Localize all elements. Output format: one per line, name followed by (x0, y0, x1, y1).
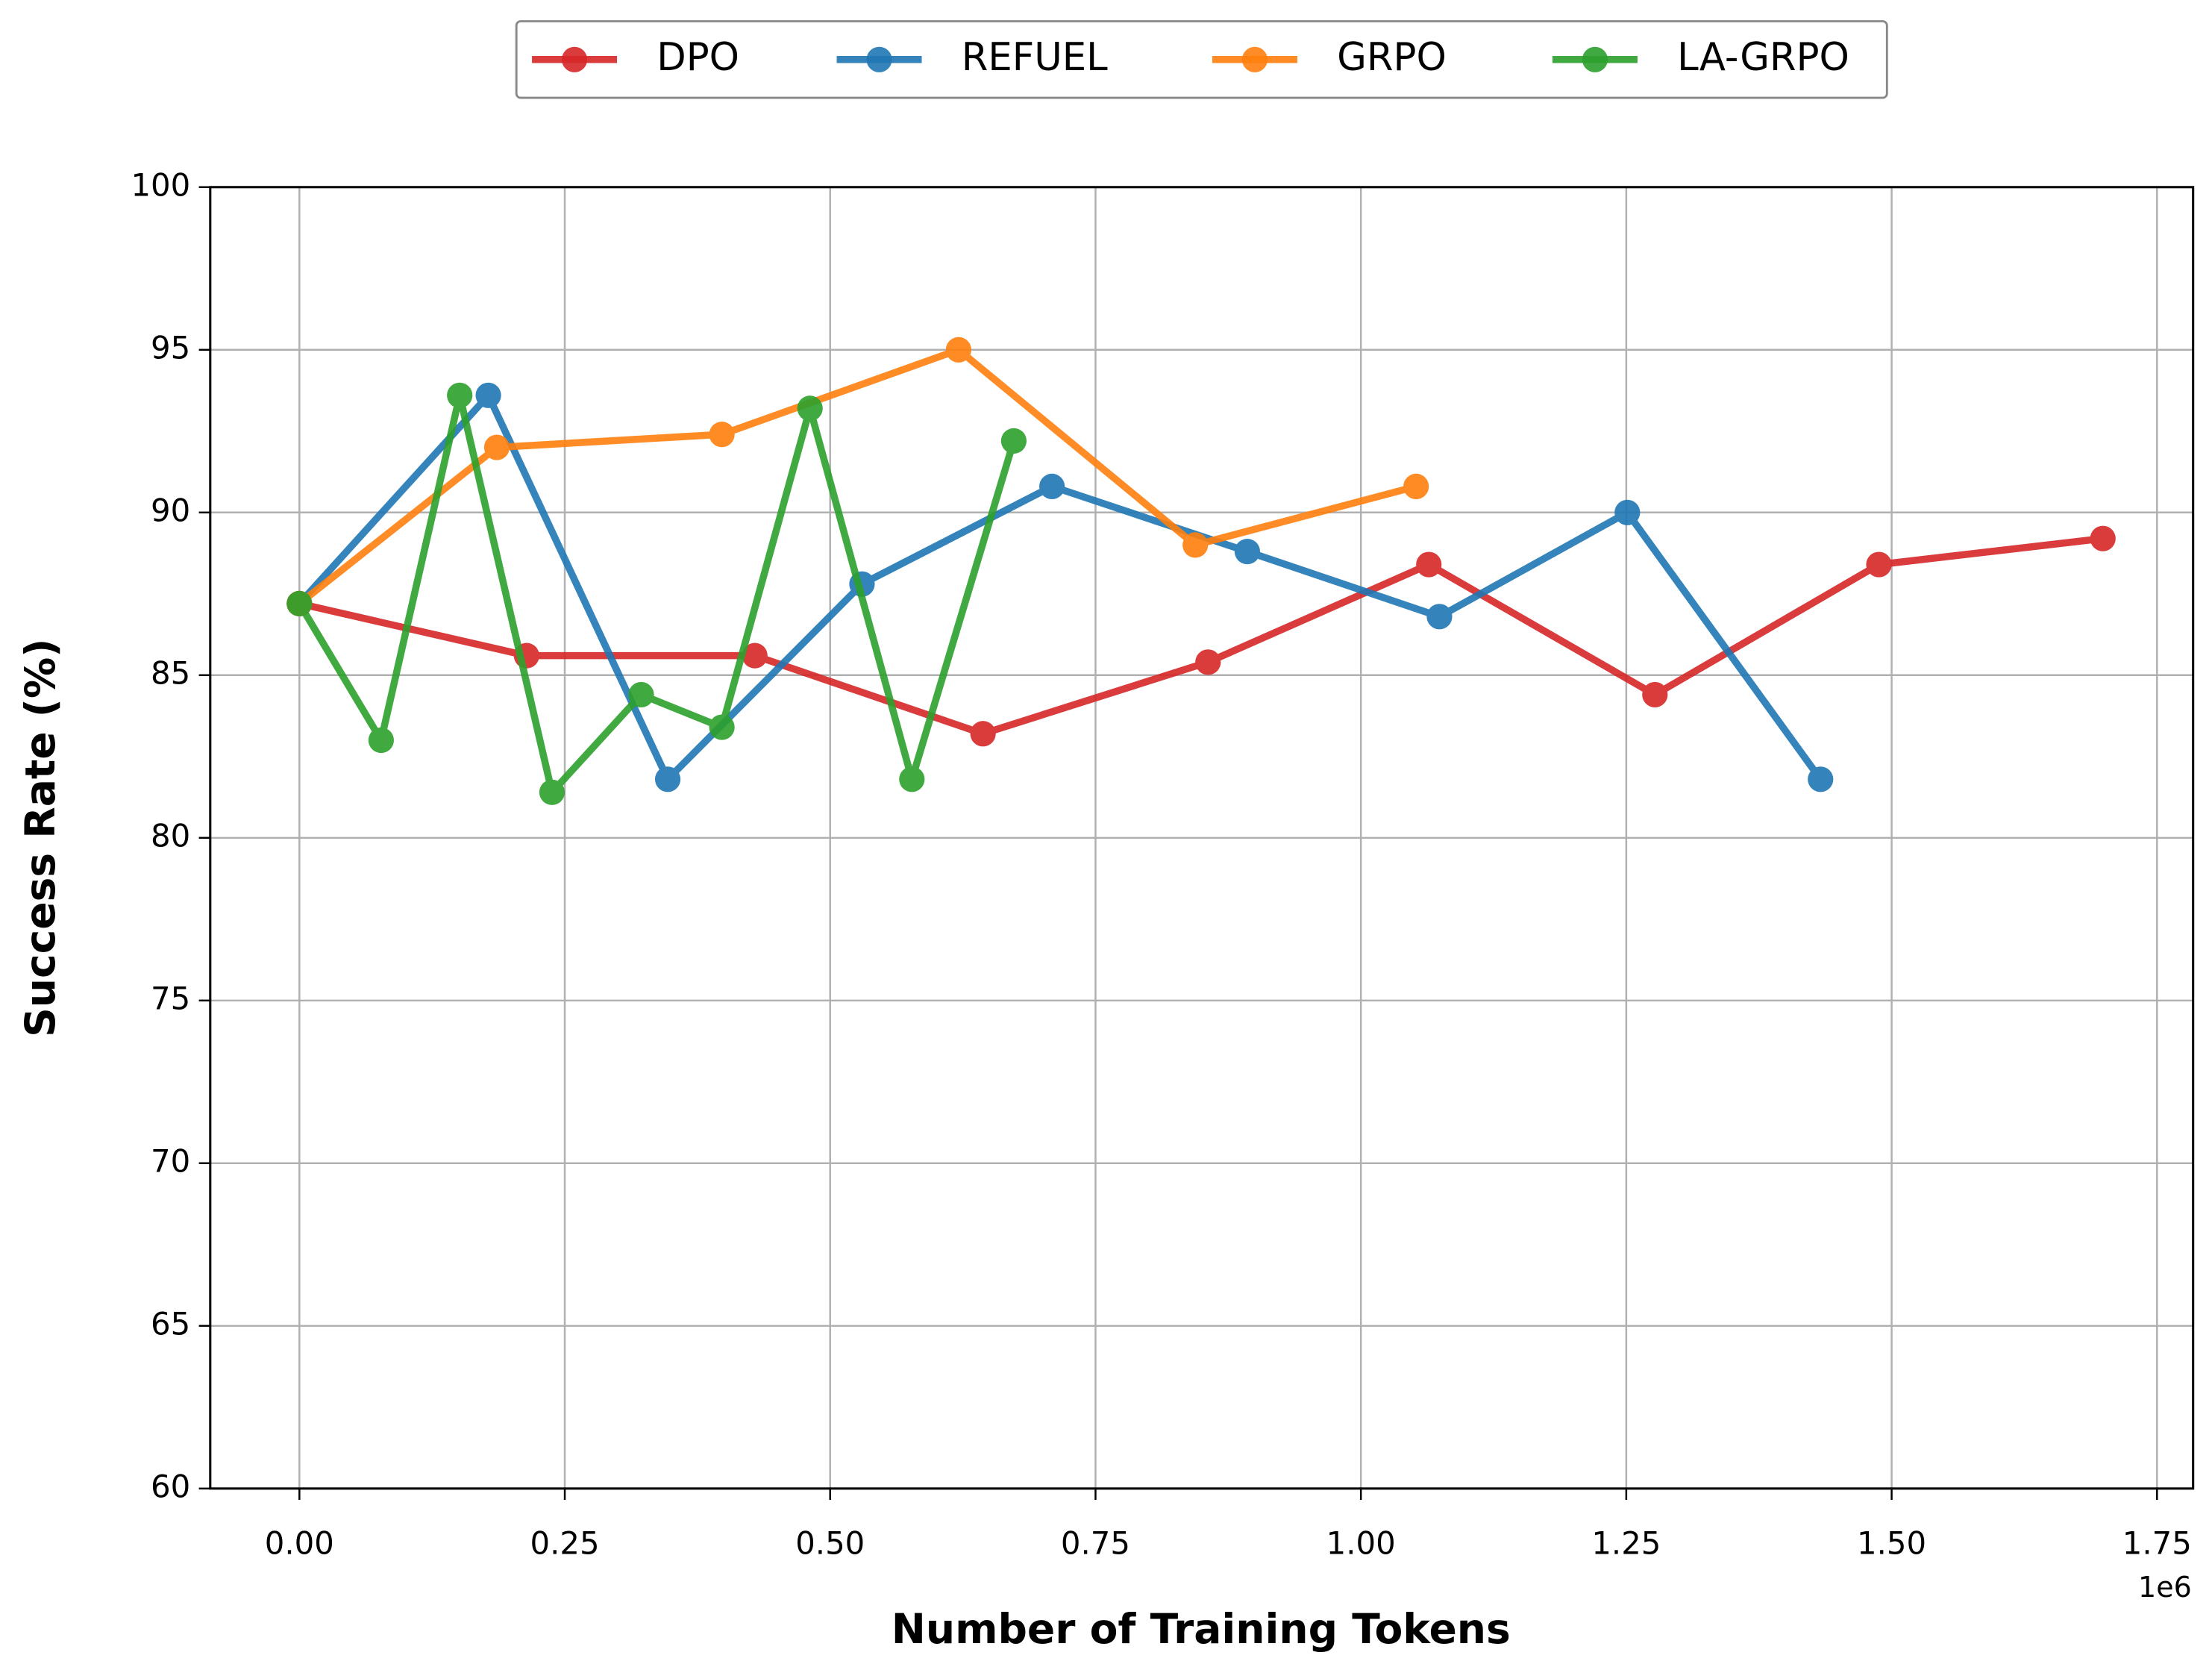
marker (286, 590, 313, 616)
marker (2090, 525, 2116, 551)
marker (368, 727, 394, 754)
legend-marker (866, 46, 892, 72)
legend-marker (1241, 46, 1268, 72)
x-tick-label: 0.75 (1061, 1524, 1130, 1561)
y-axis-label: Success Rate (%) (16, 639, 64, 1037)
y-tick-label: 85 (151, 654, 190, 691)
legend-frame (515, 20, 1888, 99)
y-tick-label: 70 (151, 1142, 190, 1179)
marker (1000, 428, 1027, 454)
marker (475, 382, 501, 408)
y-tick-label: 75 (151, 980, 190, 1016)
marker (1866, 551, 1892, 578)
marker (654, 766, 681, 792)
marker (1808, 766, 1834, 792)
legend-marker (561, 46, 588, 72)
x-axis-label: Number of Training Tokens (892, 1605, 1511, 1653)
y-tick-label: 60 (151, 1468, 190, 1504)
marker (447, 382, 473, 408)
marker (1416, 551, 1442, 578)
x-offset-label: 1e6 (2138, 1571, 2192, 1604)
x-tick-label: 1.75 (2122, 1524, 2192, 1561)
marker (1195, 649, 1221, 675)
series (286, 337, 1429, 616)
legend-label: LA-GRPO (1677, 35, 1849, 80)
marker (1039, 473, 1065, 500)
marker (742, 642, 768, 669)
legend-label: DPO (657, 35, 739, 80)
legend-label: GRPO (1337, 35, 1447, 80)
y-tick-label: 100 (131, 166, 190, 203)
marker (1234, 539, 1261, 565)
series (286, 382, 1027, 805)
marker (539, 779, 565, 805)
y-tick-label: 90 (151, 492, 190, 528)
marker (628, 681, 654, 708)
x-tick-label: 1.00 (1326, 1524, 1396, 1561)
marker (797, 395, 823, 422)
marker (945, 337, 972, 363)
marker (970, 721, 996, 747)
x-tick-label: 0.00 (265, 1524, 334, 1561)
x-tick-label: 1.50 (1857, 1524, 1926, 1561)
marker (1426, 604, 1453, 630)
marker (709, 422, 735, 448)
y-tick-label: 65 (151, 1305, 190, 1342)
x-tick-label: 1.25 (1591, 1524, 1661, 1561)
legend-marker (1582, 46, 1608, 72)
x-tick-label: 0.50 (795, 1524, 865, 1561)
marker (1182, 532, 1209, 558)
series (286, 382, 1834, 792)
marker (1403, 473, 1429, 500)
y-tick-label: 95 (151, 329, 190, 366)
legend-label: REFUEL (962, 35, 1108, 80)
marker (899, 766, 925, 792)
legend: DPO REFUEL GRPO LA-GRPO (515, 20, 1888, 99)
marker (1614, 499, 1641, 525)
plot-frame (209, 186, 2195, 1490)
y-tick-label: 80 (151, 817, 190, 854)
marker (483, 434, 510, 460)
x-tick-label: 0.25 (530, 1524, 600, 1561)
marker (709, 714, 735, 740)
marker (1642, 681, 1668, 708)
line (295, 346, 1420, 607)
